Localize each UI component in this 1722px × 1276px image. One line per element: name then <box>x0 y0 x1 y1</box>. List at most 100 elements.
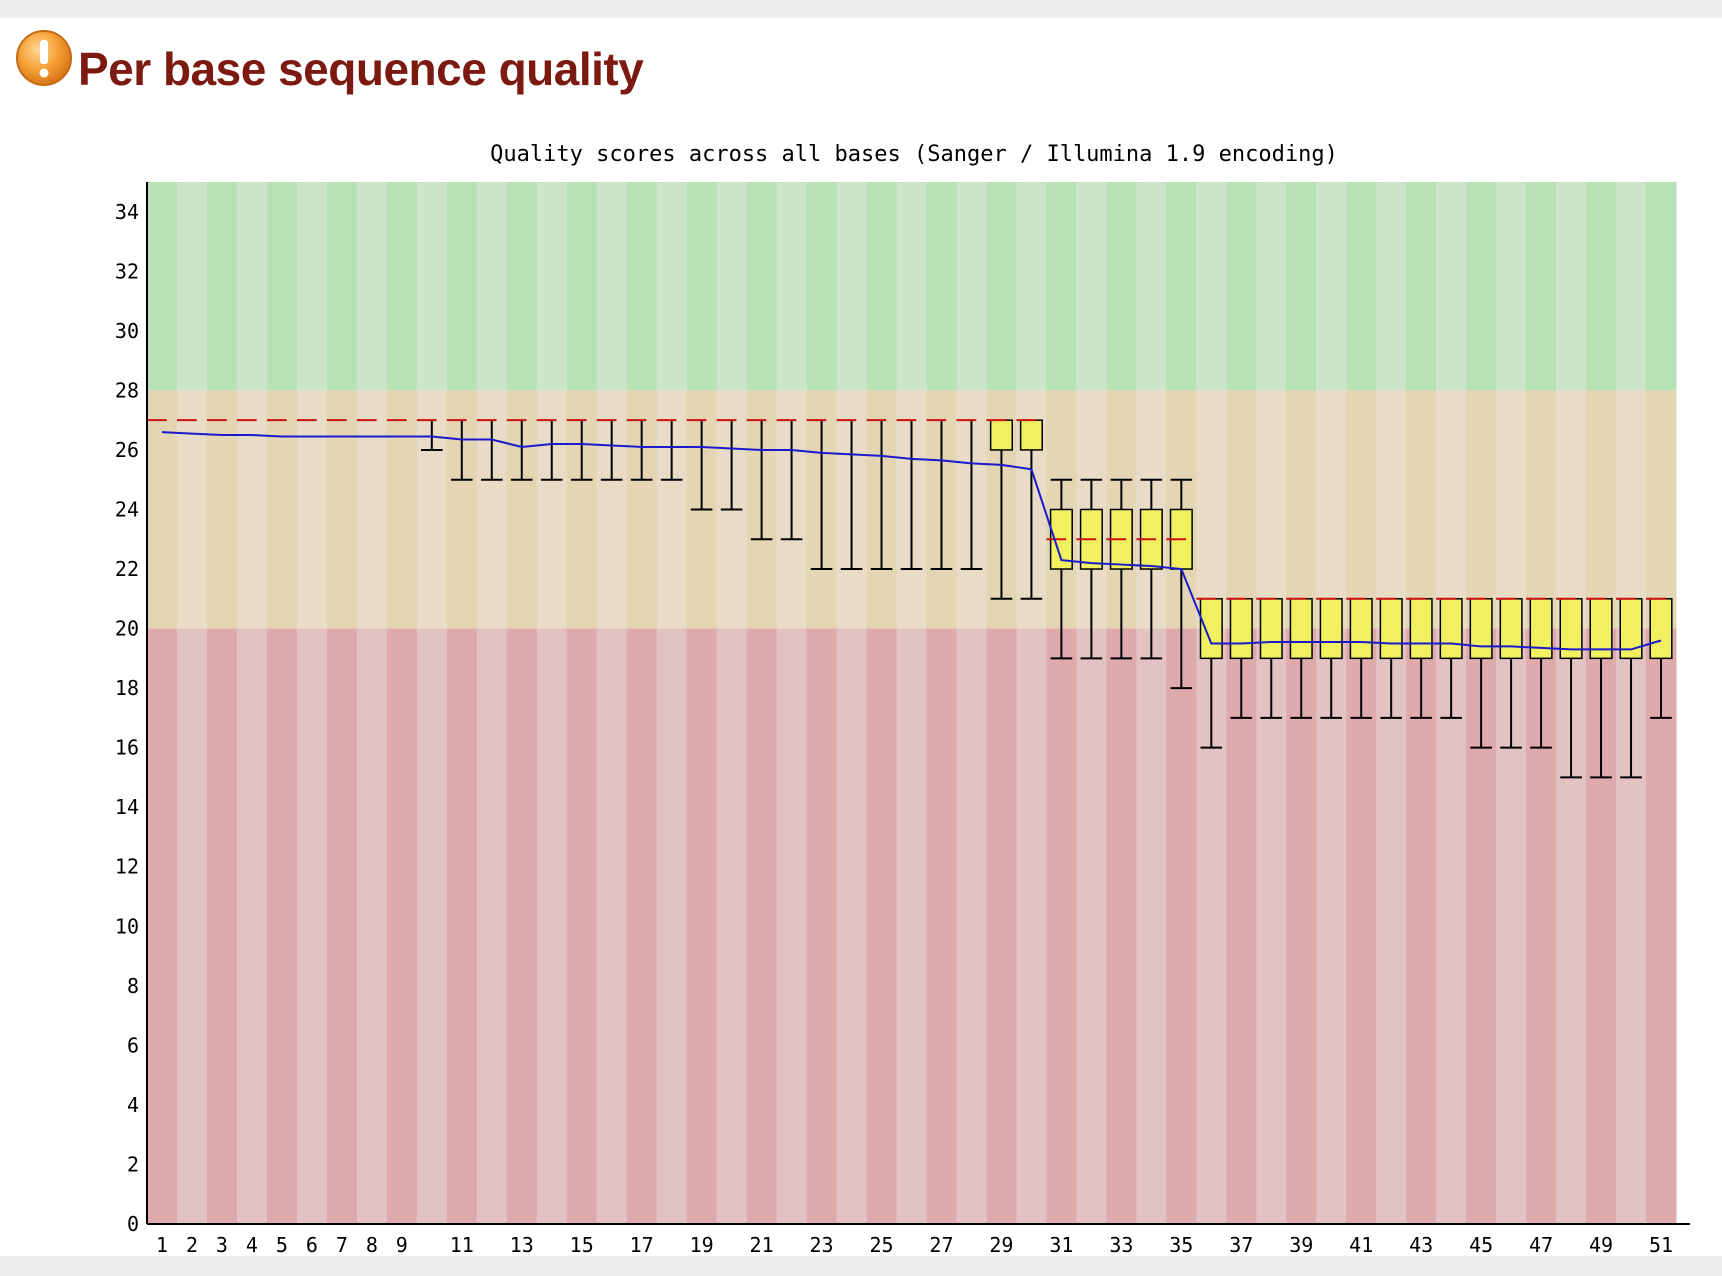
x-tick-label: 15 <box>570 1233 594 1257</box>
box <box>1529 598 1553 660</box>
band-bad-col-12 <box>476 628 508 1224</box>
band-good-col-12 <box>476 182 508 391</box>
band-good-col-25 <box>866 182 898 391</box>
band-warn-col-45 <box>1466 390 1497 629</box>
band-good-col-2 <box>176 182 208 391</box>
band-bad-col-40 <box>1316 628 1347 1224</box>
box-plots <box>147 419 1673 779</box>
band-bad-col-14 <box>536 628 568 1224</box>
box <box>989 419 1013 451</box>
band-bad-col-43 <box>1406 628 1437 1224</box>
box-plot-47 <box>1526 597 1553 749</box>
band-warn-col-51 <box>1646 390 1677 629</box>
band-warn-col-41 <box>1346 390 1377 629</box>
band-good-col-44 <box>1436 182 1467 391</box>
x-tick-label: 7 <box>336 1233 348 1257</box>
x-tick-label: 13 <box>510 1233 534 1257</box>
band-warn-col-8 <box>356 390 388 629</box>
y-tick-label: 0 <box>127 1212 139 1236</box>
y-tick-label: 8 <box>127 974 139 998</box>
x-tick-label: 5 <box>276 1233 288 1257</box>
y-tick-label: 2 <box>127 1152 139 1176</box>
band-bad-col-16 <box>596 628 628 1224</box>
band-bad-col-37 <box>1226 628 1257 1224</box>
band-bad-col-28 <box>956 628 987 1224</box>
band-good-col-36 <box>1196 182 1227 391</box>
band-bad-col-23 <box>806 628 838 1224</box>
band-bad-col-27 <box>926 628 957 1224</box>
band-bad-col-41 <box>1346 628 1377 1224</box>
band-good-col-34 <box>1136 182 1167 391</box>
band-bad-col-21 <box>746 628 778 1224</box>
band-warn-col-38 <box>1256 390 1287 629</box>
box-plot-41 <box>1346 597 1373 719</box>
box-plot-50 <box>1616 597 1643 779</box>
x-tick-label: 47 <box>1529 1233 1553 1257</box>
x-tick-label: 23 <box>810 1233 834 1257</box>
band-good-col-5 <box>266 182 298 391</box>
box-plot-24 <box>836 419 863 571</box>
box-plot-38 <box>1256 597 1283 719</box>
band-good-col-22 <box>776 182 808 391</box>
box <box>1019 419 1043 451</box>
band-good-col-21 <box>746 182 778 391</box>
band-bad-col-25 <box>866 628 898 1224</box>
band-warn-col-44 <box>1436 390 1467 629</box>
band-good-col-27 <box>926 182 957 391</box>
box <box>1409 598 1433 660</box>
box-plot-48 <box>1556 597 1583 779</box>
band-good-col-6 <box>296 182 328 391</box>
box <box>1499 598 1523 660</box>
box-plot-22 <box>776 419 803 541</box>
band-good-col-18 <box>656 182 688 391</box>
box-plot-27 <box>926 419 953 571</box>
axes <box>146 182 1690 1225</box>
band-good-col-45 <box>1466 182 1497 391</box>
box <box>1439 598 1463 660</box>
x-tick-label: 4 <box>246 1233 258 1257</box>
box <box>1199 598 1223 660</box>
band-good-col-48 <box>1556 182 1587 391</box>
band-good-col-3 <box>206 182 238 391</box>
box-plot-26 <box>896 419 923 571</box>
band-bad-col-19 <box>686 628 718 1224</box>
band-good-col-42 <box>1376 182 1407 391</box>
band-good-col-40 <box>1316 182 1347 391</box>
box-plot-35 <box>1166 478 1193 690</box>
box-plot-32 <box>1076 478 1103 660</box>
box-plot-33 <box>1106 478 1133 660</box>
band-good-col-50 <box>1616 182 1647 391</box>
box-plot-30 <box>1016 419 1043 600</box>
band-bad-col-6 <box>296 628 328 1224</box>
band-bad-col-8 <box>356 628 388 1224</box>
x-tick-label: 29 <box>989 1233 1013 1257</box>
band-good-col-4 <box>236 182 268 391</box>
band-good-col-7 <box>326 182 358 391</box>
x-tick-label: 51 <box>1649 1233 1673 1257</box>
box-plot-45 <box>1466 597 1493 749</box>
box <box>1379 598 1403 660</box>
band-warn-col-48 <box>1556 390 1587 629</box>
box-plot-40 <box>1316 597 1343 719</box>
band-good-col-28 <box>956 182 987 391</box>
x-tick-label: 31 <box>1049 1233 1073 1257</box>
band-bad-col-2 <box>176 628 208 1224</box>
box <box>1469 598 1493 660</box>
x-tick-label: 25 <box>869 1233 893 1257</box>
band-bad-col-18 <box>656 628 688 1224</box>
band-good-col-19 <box>686 182 718 391</box>
box-plot-51 <box>1646 597 1673 719</box>
x-tick-label: 8 <box>366 1233 378 1257</box>
band-good-col-33 <box>1106 182 1137 391</box>
y-tick-label: 24 <box>115 497 139 521</box>
box-plot-39 <box>1286 597 1313 719</box>
band-good-col-30 <box>1016 182 1047 391</box>
band-warn-col-5 <box>266 390 298 629</box>
band-bad-col-33 <box>1106 628 1137 1224</box>
box-plot-15 <box>566 419 593 481</box>
box <box>1229 598 1253 660</box>
box-plot-46 <box>1496 597 1523 749</box>
box-plot-31 <box>1046 478 1073 660</box>
